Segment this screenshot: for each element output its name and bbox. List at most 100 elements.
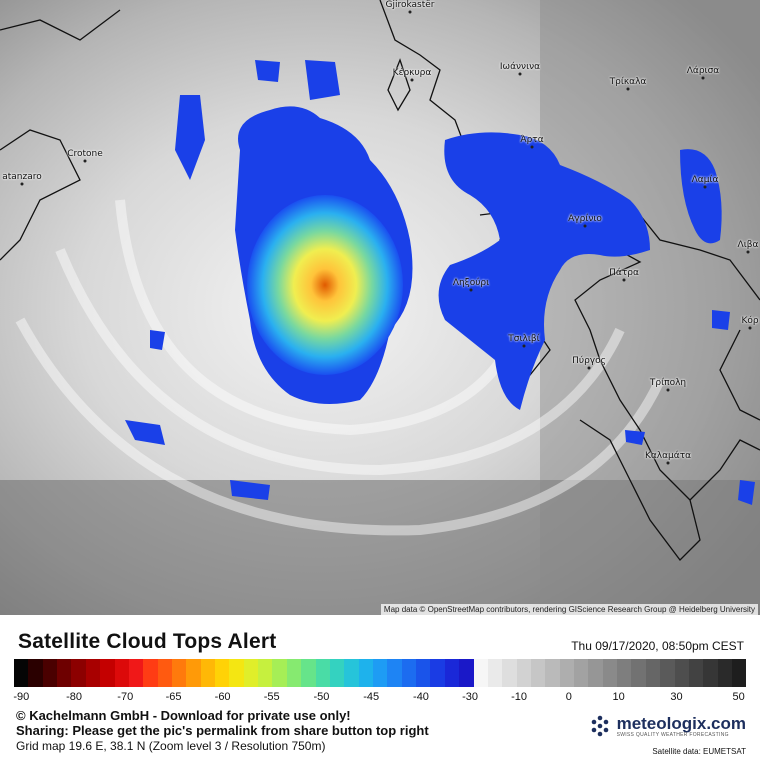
city-label: Άρτα [520, 135, 544, 145]
city-label: Λαμία [691, 175, 719, 185]
scale-tick-label: 50 [732, 691, 745, 703]
scale-swatch [459, 659, 474, 687]
scale-swatch [301, 659, 316, 687]
city-label: Κέρκυρα [392, 68, 432, 78]
city-marker [587, 366, 591, 370]
sharing-notice: Sharing: Please get the pic's permalink … [16, 723, 429, 738]
city-marker [622, 278, 626, 282]
city-marker [748, 326, 752, 330]
scale-tick-label: -40 [413, 691, 429, 703]
satellite-map[interactable]: Gjirokastër Κέρκυρα Ιωάννινα Τρίκαλα Λάρισα C… [0, 0, 760, 615]
storm-cell-main [125, 60, 413, 500]
city-label: atanzaro [2, 172, 42, 182]
scale-tick-label: -50 [313, 691, 330, 703]
scale-tick-label: -90 [13, 691, 30, 703]
city-label: Πάτρα [609, 268, 639, 278]
logo-tagline: SWISS QUALITY WEATHER FORECASTING [616, 732, 729, 738]
city-marker [666, 388, 670, 392]
scale-swatch [215, 659, 230, 687]
scale-swatch [444, 659, 460, 687]
grid-info: Grid map 19.6 E, 38.1 N (Zoom level 3 / … [16, 739, 326, 753]
city-label: Κόρ [741, 316, 759, 326]
scale-swatch [258, 659, 273, 687]
scale-swatch [71, 659, 86, 687]
scale-swatch [574, 659, 589, 687]
city-marker [469, 288, 473, 292]
city-label: Τρίκαλα [609, 77, 647, 87]
scale-tick-label: -30 [462, 691, 478, 703]
city-marker [701, 76, 705, 80]
satellite-data-credit: Satellite data: EUMETSAT [652, 747, 746, 756]
scale-swatch [200, 659, 216, 687]
map-layers [0, 0, 760, 615]
scale-swatch [186, 659, 201, 687]
city-marker [408, 10, 412, 14]
map-attribution[interactable]: Map data © OpenStreetMap contributors, r… [380, 604, 758, 615]
scale-swatch [329, 659, 345, 687]
logo-text: meteologix.com [616, 714, 746, 733]
scale-tick-label: -65 [165, 691, 182, 703]
scale-swatch [602, 659, 618, 687]
scale-swatch [85, 659, 101, 687]
city-label: Τσιλιβί [508, 334, 540, 344]
temperature-color-scale [14, 659, 747, 687]
scale-swatch [344, 659, 359, 687]
city-marker [530, 145, 534, 149]
city-label: Ιωάννινα [499, 62, 541, 72]
city-marker [83, 159, 87, 163]
city-marker [522, 344, 526, 348]
scale-swatch [473, 659, 488, 687]
storm-cell-east [438, 132, 755, 505]
scale-swatch [100, 659, 115, 687]
scale-swatch [315, 659, 330, 687]
scale-swatch [143, 659, 158, 687]
scale-swatch [157, 659, 172, 687]
scale-swatch [430, 659, 445, 687]
city-label: Πύργος [572, 356, 606, 366]
city-label: Crotone [67, 149, 103, 159]
scale-swatch [372, 659, 388, 687]
scale-swatch [401, 659, 417, 687]
city-marker [703, 185, 707, 189]
scale-swatch [660, 659, 675, 687]
scale-swatch [703, 659, 718, 687]
city-label: Καλαμάτα [644, 451, 692, 461]
scale-swatch [128, 659, 144, 687]
scale-tick-labels: -90 -80 -70 -65 -60 -55 -50 -45 -40 -30 -10 0 10 30 50 [13, 691, 746, 705]
scale-swatch [530, 659, 546, 687]
scale-tick-label: -55 [263, 691, 280, 703]
city-marker [410, 78, 414, 82]
land-area [540, 0, 760, 615]
city-marker [583, 224, 587, 228]
scale-swatch [588, 659, 603, 687]
city-label: Λιβα [737, 240, 759, 250]
city-label: Λάρισα [686, 66, 720, 76]
city-label: Gjirokastër [385, 0, 435, 10]
page-title: Satellite Cloud Tops Alert [18, 630, 277, 653]
scale-swatch [516, 659, 531, 687]
city-marker [20, 182, 24, 186]
scale-tick-label: -70 [117, 691, 134, 703]
scale-swatch [171, 659, 187, 687]
scale-swatch [387, 659, 402, 687]
scale-tick-label: -80 [66, 691, 82, 703]
city-marker [666, 461, 670, 465]
timestamp: Thu 09/17/2020, 08:50pm CEST [571, 639, 744, 653]
scale-swatch [731, 659, 747, 687]
scale-swatch [645, 659, 661, 687]
scale-swatch [42, 659, 58, 687]
city-marker [746, 250, 750, 254]
scale-tick-label: -60 [214, 691, 231, 703]
scale-swatch [28, 659, 43, 687]
scale-swatch [57, 659, 72, 687]
scale-tick-label: 10 [612, 691, 625, 703]
scale-swatch [487, 659, 503, 687]
city-label: Ληξούρι [452, 278, 490, 288]
scale-swatch [545, 659, 560, 687]
meteologix-logo[interactable]: meteologix.com SWISS QUALITY WEATHER FOR… [587, 714, 746, 740]
hexagon-logo-icon [591, 715, 608, 737]
city-marker [518, 72, 522, 76]
city-label: Τρίπολη [649, 378, 687, 388]
dark-sea-area [0, 480, 760, 615]
scale-swatch [14, 659, 29, 687]
